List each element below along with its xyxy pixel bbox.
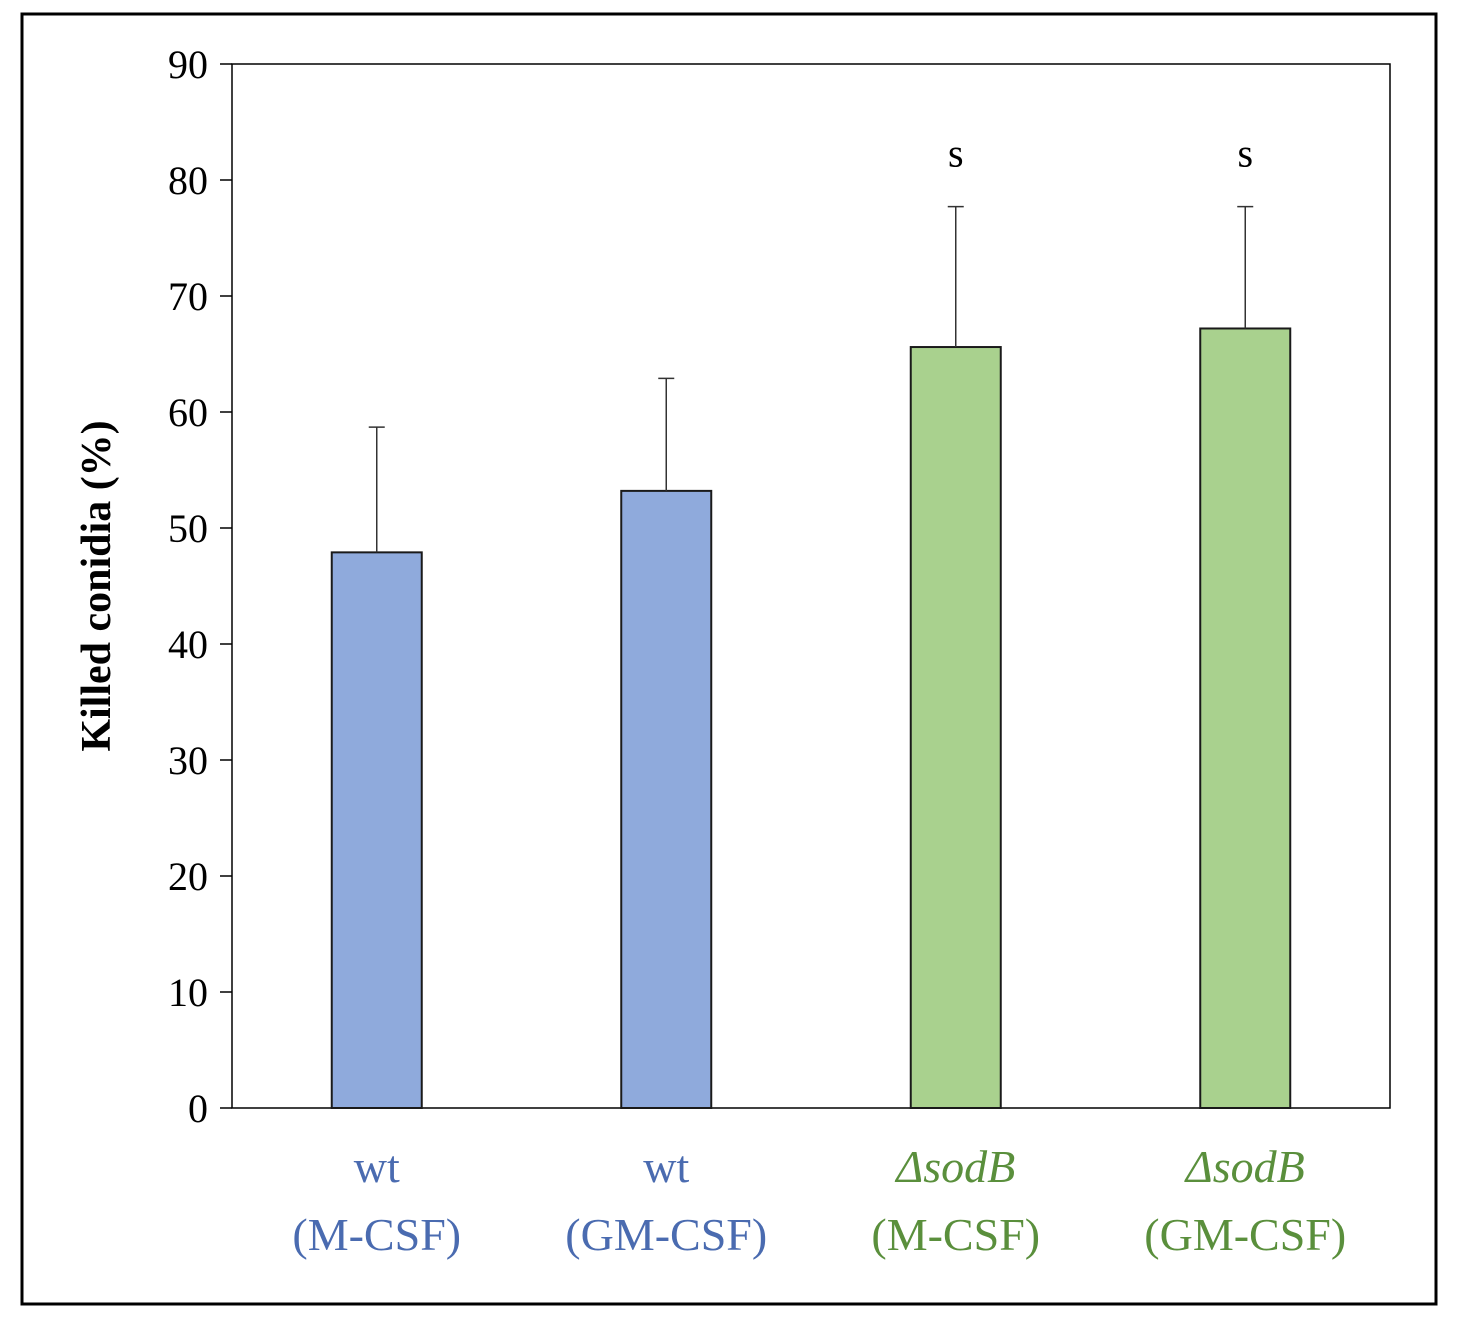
y-tick-label: 90: [168, 42, 208, 87]
plot-area: [231, 63, 1391, 1109]
bars-group: [330, 327, 1292, 1110]
significance-label: s: [1237, 131, 1253, 176]
bar: [1199, 327, 1292, 1110]
y-tick-label: 70: [168, 274, 208, 319]
y-tick-label: 10: [168, 970, 208, 1015]
y-tick-label: 60: [168, 390, 208, 435]
category-label-line1: wt: [643, 1141, 689, 1192]
category-label-line2: (M-CSF): [871, 1209, 1040, 1260]
y-tick-label: 20: [168, 854, 208, 899]
bar: [620, 489, 713, 1109]
bar: [330, 551, 423, 1109]
category-label-line1: ΔsodB: [1184, 1141, 1305, 1192]
y-axis: 0 10 20 30 40 50 60 70 80 90: [168, 42, 232, 1131]
category-label-line2: (GM-CSF): [565, 1209, 767, 1260]
category-label-line2: (GM-CSF): [1144, 1209, 1346, 1260]
y-tick-label: 40: [168, 622, 208, 667]
significance-label: s: [948, 131, 964, 176]
bar: [909, 346, 1002, 1110]
category-label-line1: wt: [354, 1141, 400, 1192]
category-label-line2: (M-CSF): [292, 1209, 461, 1260]
category-label-line1: ΔsodB: [894, 1141, 1015, 1192]
x-axis-categories: wt (M-CSF) wt (GM-CSF) ΔsodB (M-CSF) ΔsodB (GM-…: [292, 1141, 1346, 1260]
y-tick-label: 30: [168, 738, 208, 783]
y-tick-label: 80: [168, 158, 208, 203]
y-tick-label: 50: [168, 506, 208, 551]
y-tick-label: 0: [188, 1086, 208, 1131]
error-bars-group: [368, 205, 1254, 553]
y-axis-label: Killed conidia (%): [74, 420, 120, 751]
